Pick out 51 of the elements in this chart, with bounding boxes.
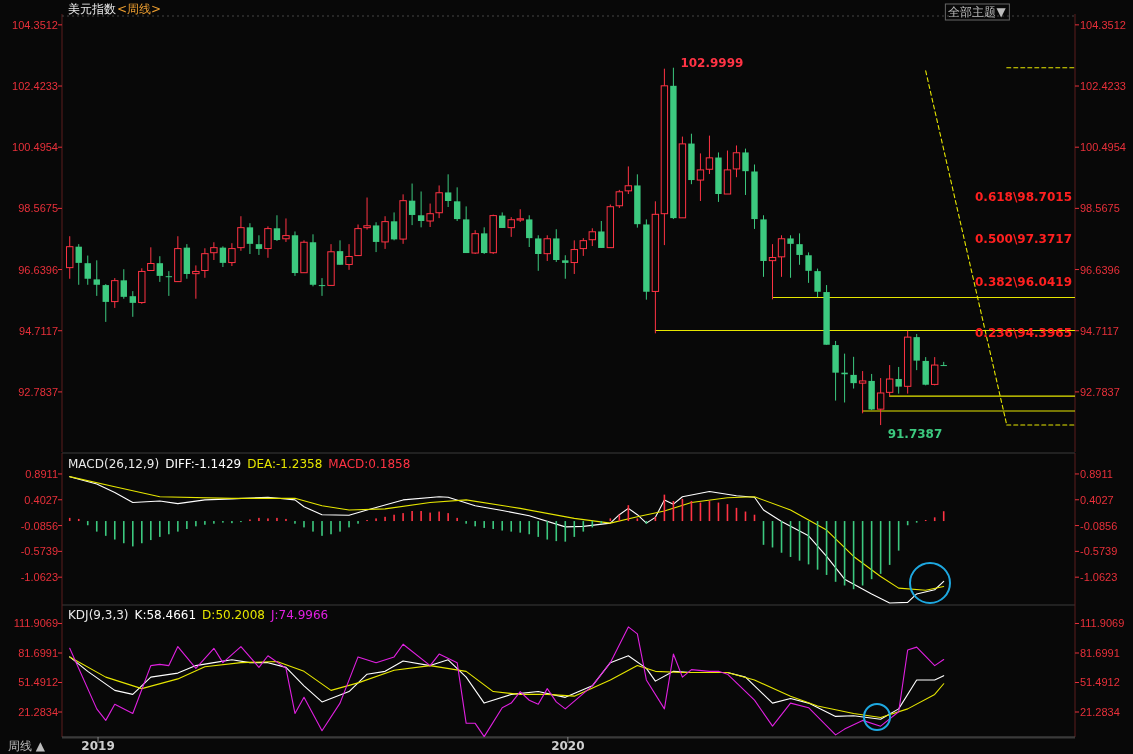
y-tick-label: 94.7117	[19, 324, 58, 337]
y2-tick-label: 96.6396	[1080, 263, 1120, 276]
y-tick-label: 0.8911	[25, 467, 58, 480]
y2-tick-label: 0.4027	[1080, 493, 1114, 506]
y-tick-label: -0.5739	[20, 545, 58, 558]
y2-tick-label: 100.4954	[1080, 141, 1126, 154]
text: MACD:0.1858	[328, 457, 411, 471]
y-tick-label: 0.4027	[24, 493, 58, 506]
y-tick-label: 104.3512	[12, 18, 58, 31]
y2-tick-label: 94.7117	[1080, 324, 1119, 337]
text: J:74.9966	[270, 608, 329, 622]
y2-tick-label: 0.8911	[1080, 467, 1113, 480]
y2-tick-label: 111.9069	[1080, 617, 1125, 630]
y-tick-label: 96.6396	[18, 263, 58, 276]
y-tick-label: -1.0623	[20, 571, 58, 584]
y-tick-label: -0.0856	[20, 519, 58, 532]
chart-subtitle: <周线>	[117, 2, 162, 16]
text: 周线 ▲	[8, 739, 46, 753]
text: K:58.4661	[134, 608, 197, 622]
y2-tick-label: -0.0856	[1080, 519, 1118, 532]
text: DEA:-1.2358	[247, 457, 323, 471]
y2-tick-label: 104.3512	[1080, 18, 1126, 31]
x-tick-label: 2019	[81, 739, 115, 753]
chart-title: MACD(26,12,9)	[68, 457, 160, 471]
chart-title: 美元指数	[68, 2, 116, 16]
annotation: 0.382\96.0419	[975, 275, 1072, 289]
text: D:50.2008	[202, 608, 265, 622]
annotation: 全部主题▼	[948, 5, 1007, 19]
y2-tick-label: 98.5675	[1080, 202, 1120, 215]
y2-tick-label: 92.7837	[1080, 385, 1120, 398]
annotation: 91.7387	[887, 427, 943, 442]
y-tick-label: 100.4954	[12, 141, 58, 154]
annotation: 0.618\98.7015	[975, 190, 1072, 204]
chart-title: KDJ(9,3,3)	[68, 608, 129, 622]
y-tick-label: 81.6991	[18, 646, 58, 659]
y-tick-label: 51.4912	[18, 676, 58, 689]
y2-tick-label: -1.0623	[1080, 571, 1118, 584]
y-tick-label: 21.2834	[18, 706, 58, 719]
y2-tick-label: -0.5739	[1080, 545, 1118, 558]
x-tick-label: 2020	[551, 739, 585, 753]
y-tick-label: 92.7837	[18, 385, 58, 398]
text: DIFF:-1.1429	[165, 457, 242, 471]
y-tick-label: 111.9069	[13, 617, 58, 630]
annotation: 0.500\97.3717	[975, 232, 1072, 246]
y-tick-label: 102.4233	[12, 80, 58, 93]
y-tick-label: 98.5675	[18, 202, 58, 215]
y2-tick-label: 51.4912	[1080, 676, 1120, 689]
y2-tick-label: 21.2834	[1080, 706, 1120, 719]
y2-tick-label: 81.6991	[1080, 646, 1120, 659]
y2-tick-label: 102.4233	[1080, 80, 1126, 93]
annotation: 102.9999	[680, 55, 744, 70]
